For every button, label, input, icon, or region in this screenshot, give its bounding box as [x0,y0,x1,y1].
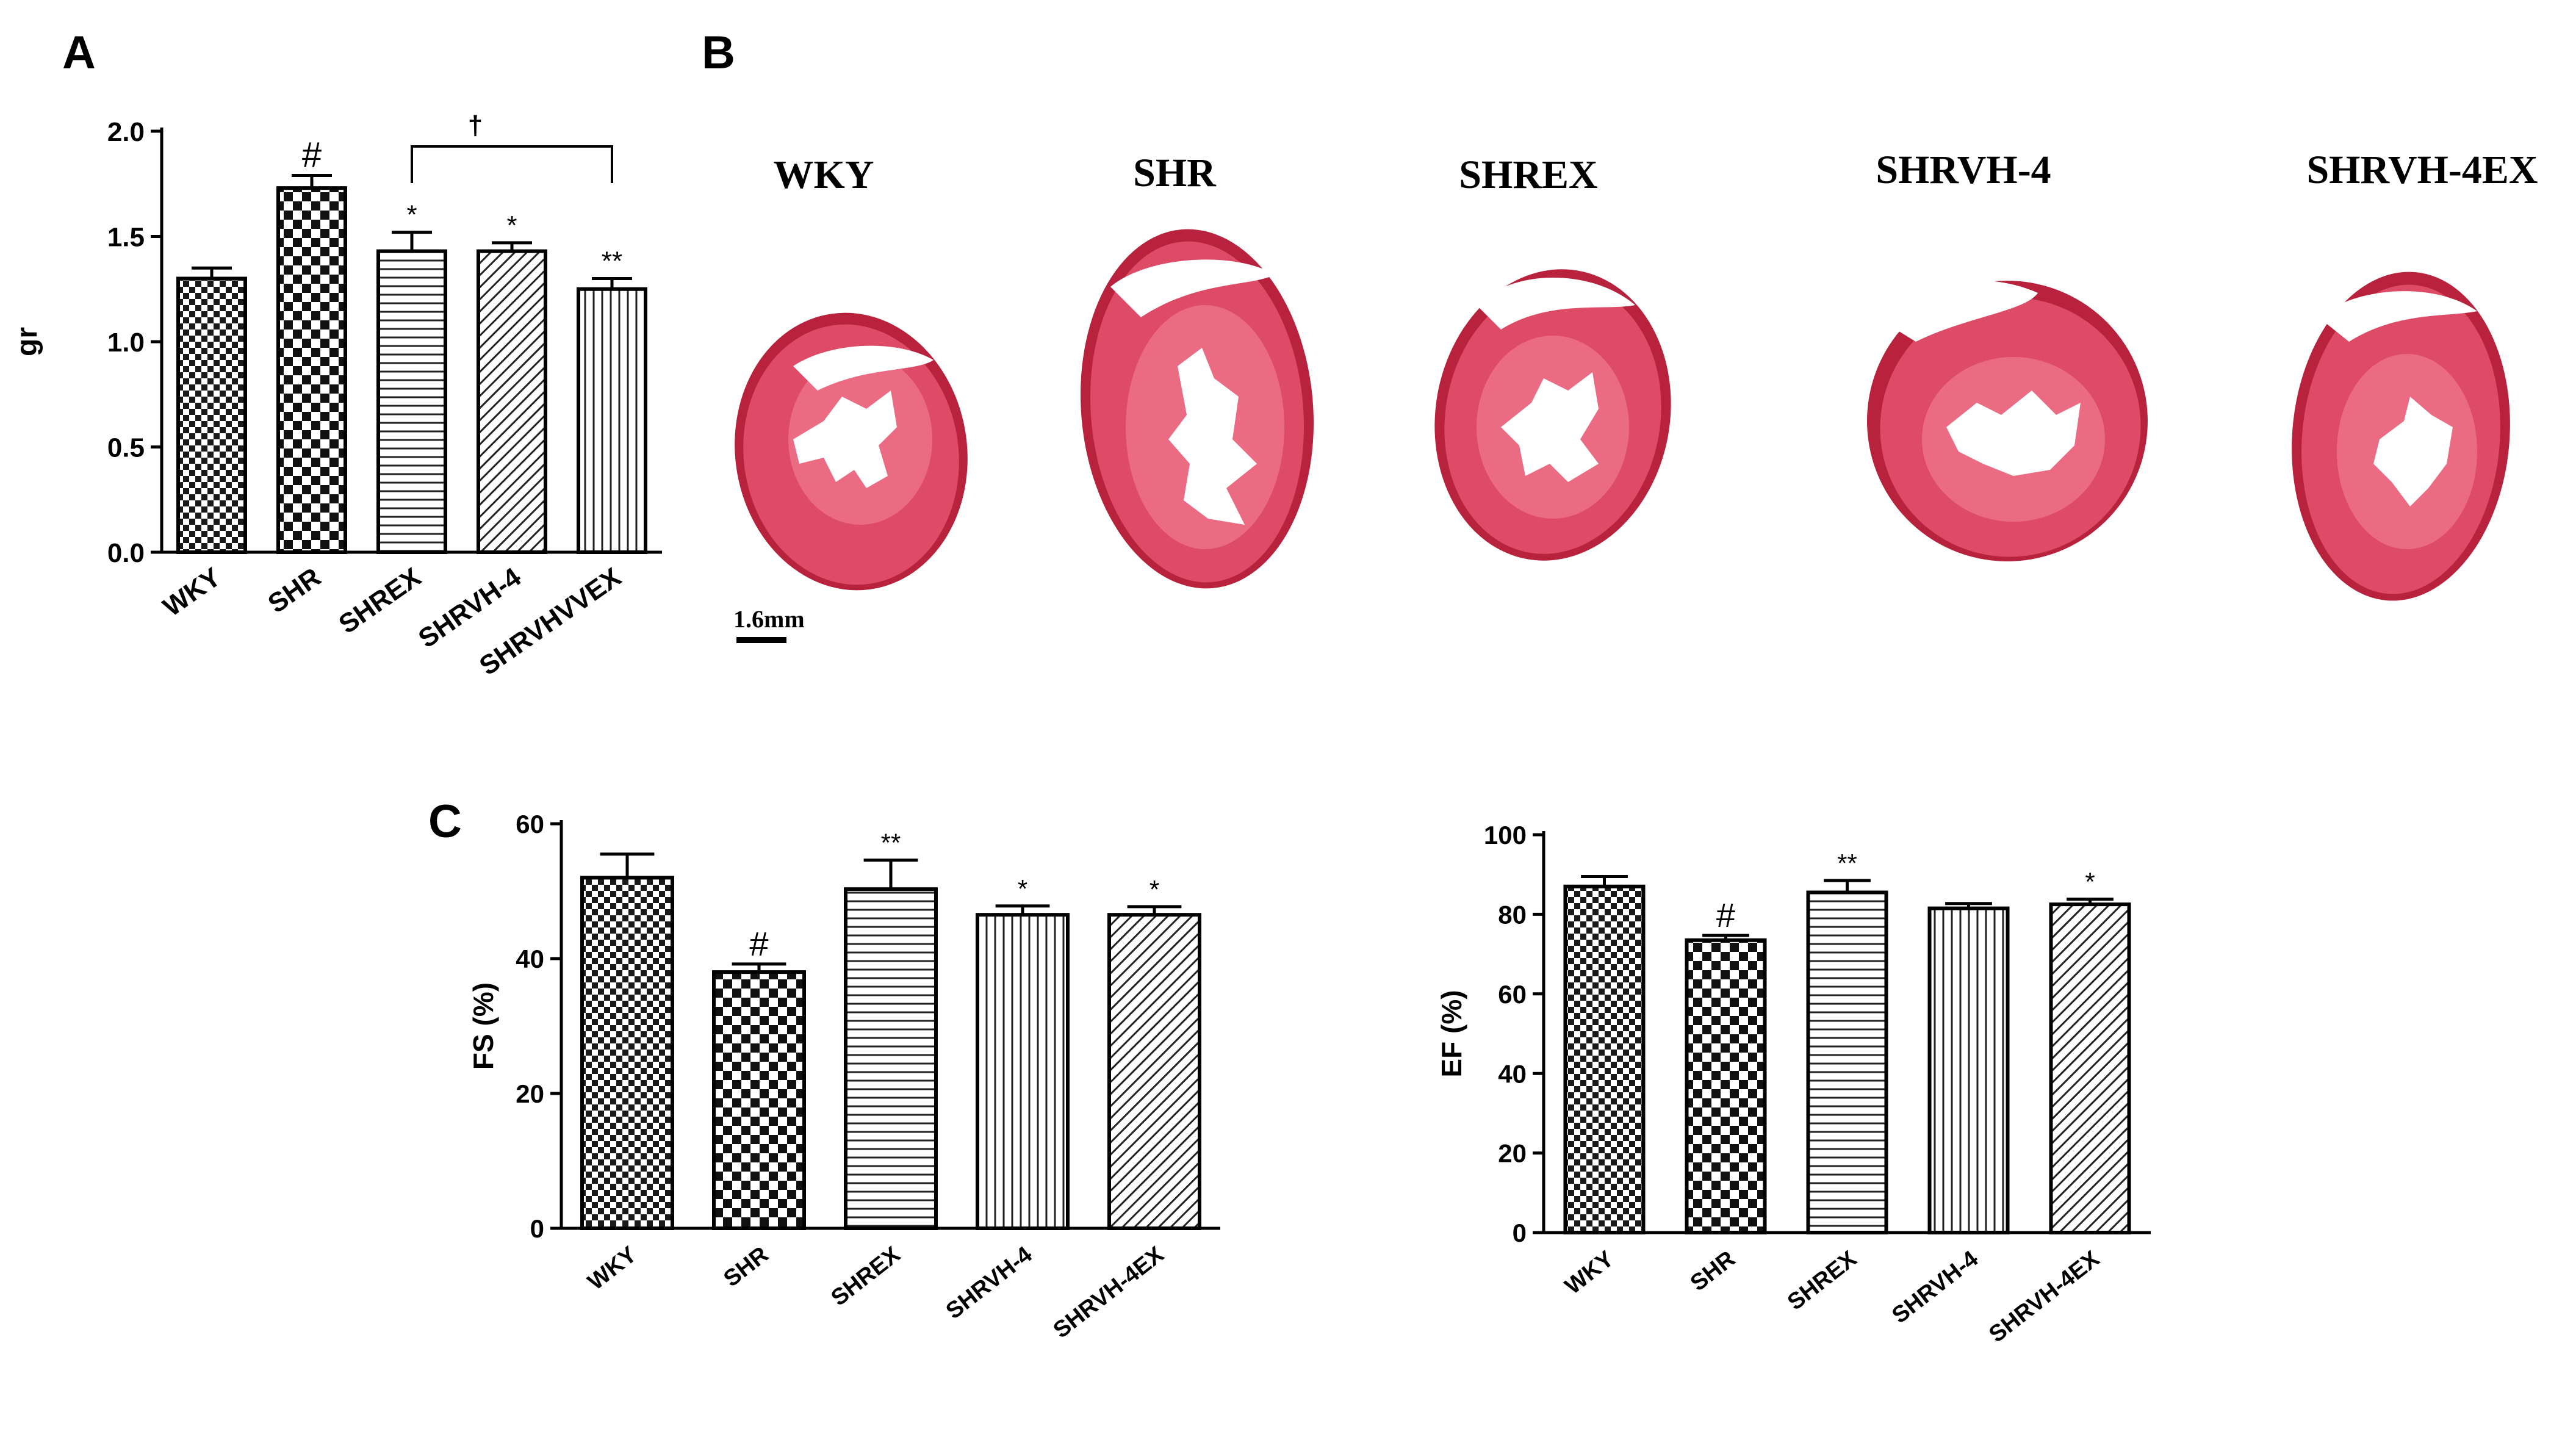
chart-ejection-fraction: 0 20 40 60 80 100 EF (%) WKY # SHR ** SHREX SHRVH-4 *… [1436,821,2151,1348]
histology-label: SHREX [1459,153,1597,197]
y-tick-label: 80 [1498,901,1527,929]
x-tick-label: SHREX [827,1242,906,1311]
x-tick-label: WKY [583,1242,642,1295]
x-tick-label: SHRVH-4EX [1984,1246,2104,1348]
significance-bracket-label: † [468,110,483,140]
histology-label: SHR [1133,151,1217,195]
bar [577,287,647,554]
scale-bar-label: 1.6mm [733,605,805,633]
bar [1927,906,2010,1234]
x-tick-label: SHREX [333,562,426,639]
heart-section-shrvh-4 [1867,280,2148,561]
y-tick-label: 60 [516,810,544,838]
bar [580,876,674,1230]
x-tick-label: SHREX [1783,1246,1862,1316]
bar [176,276,247,554]
y-tick-label: 0 [1513,1219,1527,1247]
significance-marker: # [302,135,322,175]
chart-heart-weight: 0.00.51.01.52.0grWKY#SHR*SHREX*SHRVH-4**… [11,110,662,681]
histology-label: WKY [774,153,874,197]
heart-section-wky [735,312,968,591]
y-tick-label: 60 [1498,980,1527,1009]
y-tick-label: 20 [1498,1139,1527,1168]
y-axis-label: FS (%) [467,982,499,1070]
significance-bracket [411,145,613,183]
significance-marker: * [1149,875,1159,904]
x-tick-label: SHRVH-4EX [1049,1242,1169,1344]
histology-label: SHRVH-4EX [2306,148,2538,192]
x-tick-label: SHR [1686,1246,1740,1296]
x-tick-label: WKY [1560,1246,1619,1300]
panel-label-a: A [62,27,96,79]
significance-marker: ** [602,247,622,276]
y-tick-label: 0 [530,1214,544,1243]
x-tick-label: SHR [719,1242,773,1292]
y-tick-label: 40 [1498,1059,1527,1088]
significance-marker: * [2085,868,2095,896]
bar [1806,890,1888,1235]
bar [477,249,547,554]
bar [844,887,938,1231]
y-tick-label: 40 [516,945,544,973]
y-tick-label: 20 [516,1079,544,1108]
y-axis-label: gr [11,327,43,356]
chart-fractional-shortening: 0 20 40 60 FS (%) WKY # SHR ** SHREX * SHRVH-4 * SHRV… [467,810,1220,1344]
scale-bar [736,637,786,643]
significance-marker: * [406,200,417,230]
y-tick-label: 1.0 [107,328,145,358]
x-tick-label: SHR [263,562,326,619]
heart-section-shrex [1434,269,1671,561]
bar [976,913,1070,1231]
heart-section-shr [1080,229,1314,589]
y-tick-label: 2.0 [107,117,145,147]
bar [1107,913,1201,1231]
y-tick-label: 1.5 [107,222,145,252]
bar [376,249,447,554]
bar [1563,884,1646,1234]
y-tick-label: 100 [1484,821,1527,849]
bar [1685,938,1767,1235]
x-tick-label: SHRVH-4 [1887,1246,1983,1328]
significance-marker: * [506,211,517,240]
significance-marker: ** [1837,849,1857,877]
bar [2049,902,2131,1234]
x-tick-label: SHRVH-4 [941,1242,1037,1324]
histology-panel: WKY SHR SHREX SHRVH-4 SHRVH-4EX [733,148,2538,643]
significance-marker: # [1716,896,1735,934]
panel-label-c: C [428,796,462,848]
bar [712,970,806,1230]
histology-label: SHRVH-4 [1876,148,2051,192]
y-tick-label: 0.0 [107,538,145,568]
significance-marker: ** [881,829,901,857]
significance-marker: # [749,924,768,963]
panel-label-b: B [702,27,735,79]
y-axis-label: EF (%) [1436,990,1467,1077]
y-tick-label: 0.5 [107,433,145,463]
bar [276,186,347,554]
x-tick-label: WKY [158,562,226,622]
heart-section-shrvh-4ex [2292,272,2510,601]
significance-marker: * [1018,874,1027,903]
